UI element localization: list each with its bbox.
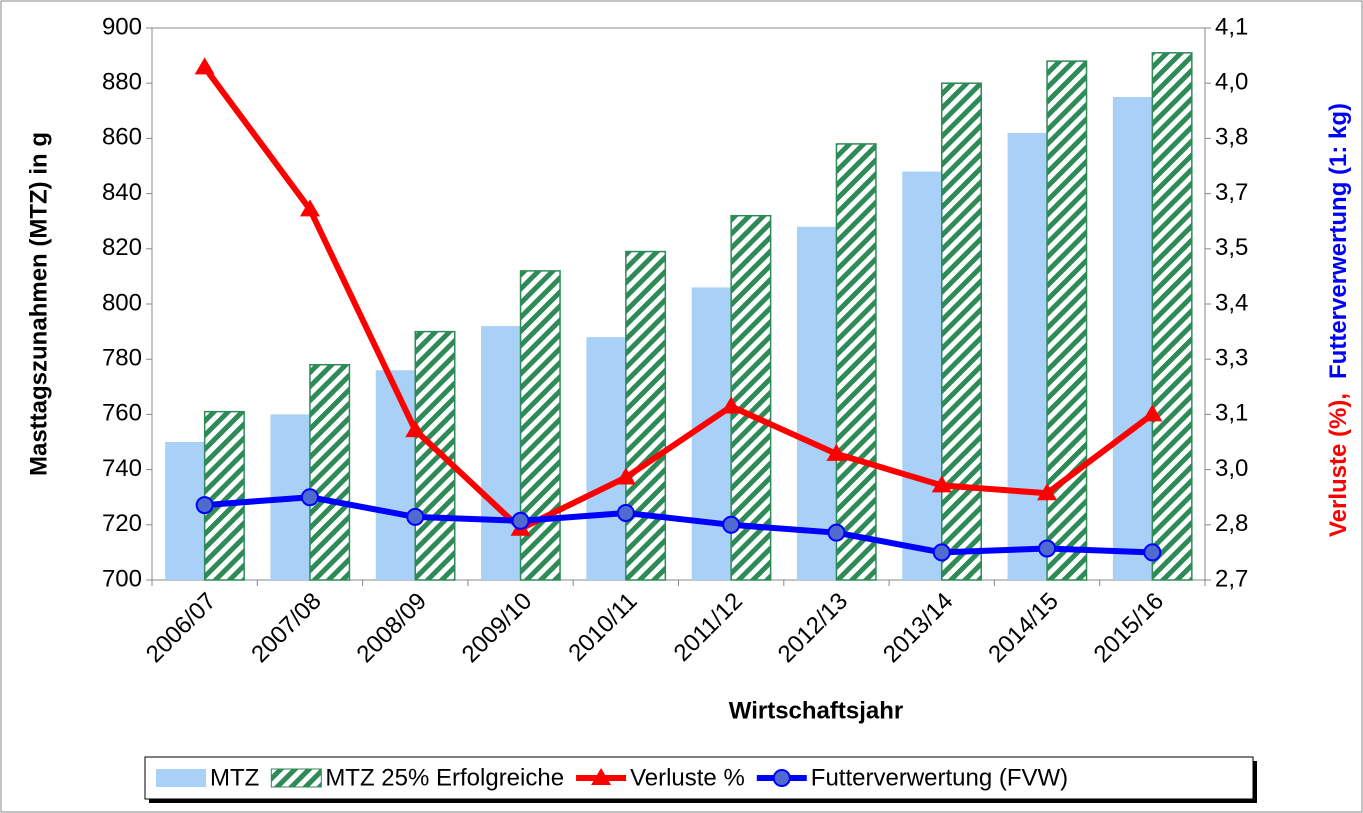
line	[204, 494, 1153, 556]
marker	[616, 503, 635, 522]
marker	[1142, 404, 1163, 422]
marker	[300, 488, 319, 507]
marker	[772, 769, 791, 787]
bar	[796, 226, 837, 580]
y2-tick-label: 3,7	[1215, 179, 1248, 206]
y2-label-part: Verluste (%),	[1325, 393, 1352, 537]
bar	[309, 363, 351, 581]
bar	[1046, 60, 1088, 581]
y2-tick-label: 3,1	[1215, 400, 1248, 427]
bar	[691, 287, 732, 580]
bar	[1112, 97, 1153, 580]
bar	[1007, 132, 1048, 580]
y2-tick-label: 3,4	[1215, 289, 1248, 316]
marker	[194, 57, 215, 75]
marker	[299, 199, 320, 217]
x-axis-label: Wirtschaftsjahr	[729, 697, 904, 724]
bar	[481, 326, 521, 580]
marker	[195, 496, 214, 515]
y-tick-label: 880	[102, 69, 142, 96]
y-tick-label: 820	[102, 234, 142, 261]
marker	[591, 768, 612, 785]
legend-swatch	[156, 769, 206, 787]
bar	[519, 270, 561, 581]
marker	[932, 543, 951, 562]
y2-axis-label: Verluste (%), Futterverwertung (1: kg)	[1325, 103, 1352, 537]
marker	[405, 420, 426, 438]
y-tick-label: 700	[102, 565, 142, 592]
bar	[625, 250, 667, 581]
legend-label: Verluste %	[630, 764, 745, 791]
y2-tick-label: 2,7	[1215, 565, 1248, 592]
y-tick-label: 900	[102, 13, 142, 40]
bar	[375, 370, 416, 580]
y-tick-label: 760	[102, 400, 142, 427]
marker	[511, 511, 530, 530]
bar	[902, 171, 942, 580]
bar	[835, 143, 877, 581]
legend: MTZ MTZ 25% Erfolgreiche Verluste % Futterv…	[144, 756, 1257, 803]
marker	[615, 467, 636, 485]
marker	[722, 515, 741, 534]
marker	[1037, 483, 1058, 501]
marker	[1143, 543, 1162, 562]
marker	[931, 475, 952, 493]
y2-label-part: Futterverwertung (1: kg)	[1325, 103, 1352, 379]
bar	[203, 410, 245, 581]
y-tick-label: 720	[102, 510, 142, 537]
legend-box	[144, 756, 1254, 800]
y-tick-label: 860	[102, 124, 142, 151]
y-tick-label: 740	[102, 455, 142, 482]
y2-tick-label: 3,0	[1215, 455, 1248, 482]
bar	[586, 337, 626, 580]
y2-tick-label: 3,3	[1215, 345, 1248, 372]
legend-label: MTZ 25% Erfolgreiche	[325, 764, 564, 791]
y-tick-label: 780	[102, 345, 142, 372]
bar	[1151, 52, 1193, 581]
line	[202, 65, 1155, 532]
marker	[406, 507, 425, 526]
legend-swatch	[270, 768, 322, 788]
marker	[1038, 539, 1057, 558]
marker	[827, 523, 846, 542]
y2-tick-label: 3,5	[1215, 234, 1248, 261]
legend-label: MTZ	[210, 764, 259, 791]
y2-tick-label: 2,8	[1215, 510, 1248, 537]
marker	[826, 443, 847, 461]
y2-tick-label: 3,8	[1215, 124, 1248, 151]
y-tick-label: 800	[102, 289, 142, 316]
y2-tick-label: 4,0	[1215, 69, 1248, 96]
y-tick-label: 840	[102, 179, 142, 206]
bar	[414, 330, 456, 581]
legend-label: Futterverwertung (FVW)	[811, 764, 1068, 791]
y-axis-label: Masttagszunahmen (MTZ) in g	[25, 132, 52, 476]
bar	[941, 82, 982, 581]
marker	[721, 396, 742, 414]
y2-tick-label: 4,1	[1215, 13, 1248, 40]
